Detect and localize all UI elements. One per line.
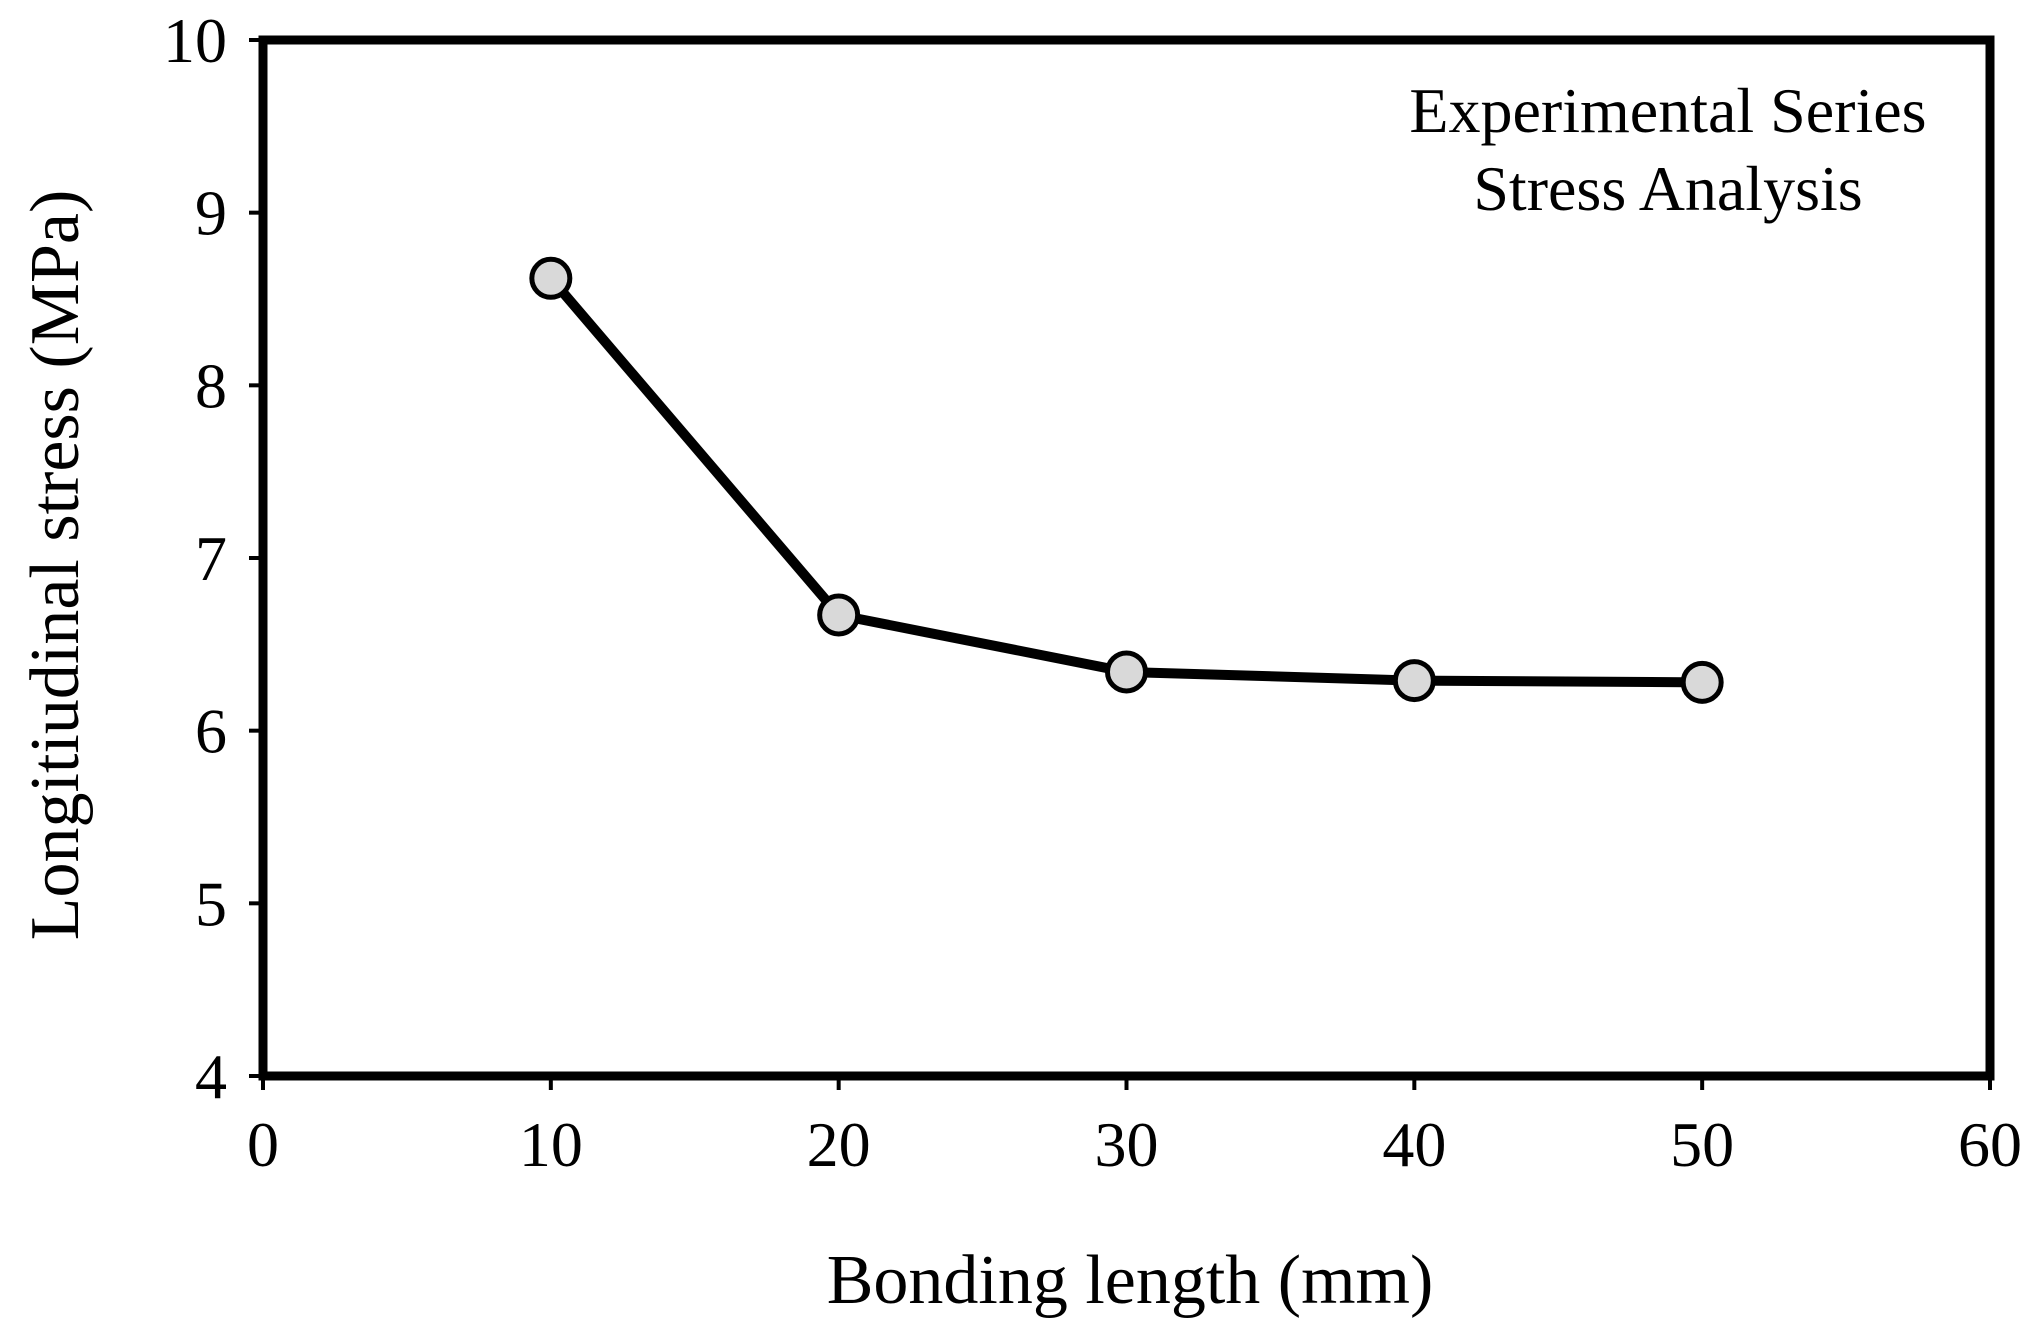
annotation-line-1: Experimental Series <box>1409 75 1926 146</box>
ticks-layer: 0 10 20 30 40 50 60 4 5 6 7 8 9 10 <box>163 5 2022 1180</box>
x-tick-label: 30 <box>1095 1109 1159 1180</box>
x-tick-label: 50 <box>1670 1109 1734 1180</box>
data-point <box>1105 650 1148 694</box>
y-tick-label: 9 <box>195 178 227 249</box>
x-tick-label: 0 <box>247 1109 279 1180</box>
x-axis-title: Bonding length (mm) <box>827 1242 1434 1319</box>
data-point <box>1680 660 1724 704</box>
data-point <box>817 593 861 637</box>
y-tick-label: 5 <box>195 868 227 939</box>
y-tick-label: 7 <box>195 523 227 594</box>
y-tick-label: 4 <box>195 1041 227 1112</box>
y-tick-label: 8 <box>195 350 227 421</box>
text-layer: Bonding length (mm) Longitiudinal stress… <box>17 75 1927 1319</box>
data-point <box>529 256 573 300</box>
y-tick-label: 6 <box>195 696 227 767</box>
x-tick-label: 20 <box>807 1109 871 1180</box>
y-axis-title: Longitiudinal stress (MPa) <box>17 190 94 940</box>
series-line <box>545 273 1708 688</box>
x-tick-label: 10 <box>519 1109 583 1180</box>
x-tick-label: 40 <box>1382 1109 1446 1180</box>
y-tick-label: 10 <box>163 5 227 76</box>
x-tick-label: 60 <box>1958 1109 2022 1180</box>
series-layer <box>529 256 1724 704</box>
data-point <box>1392 659 1436 703</box>
annotation-line-2: Stress Analysis <box>1473 153 1862 224</box>
